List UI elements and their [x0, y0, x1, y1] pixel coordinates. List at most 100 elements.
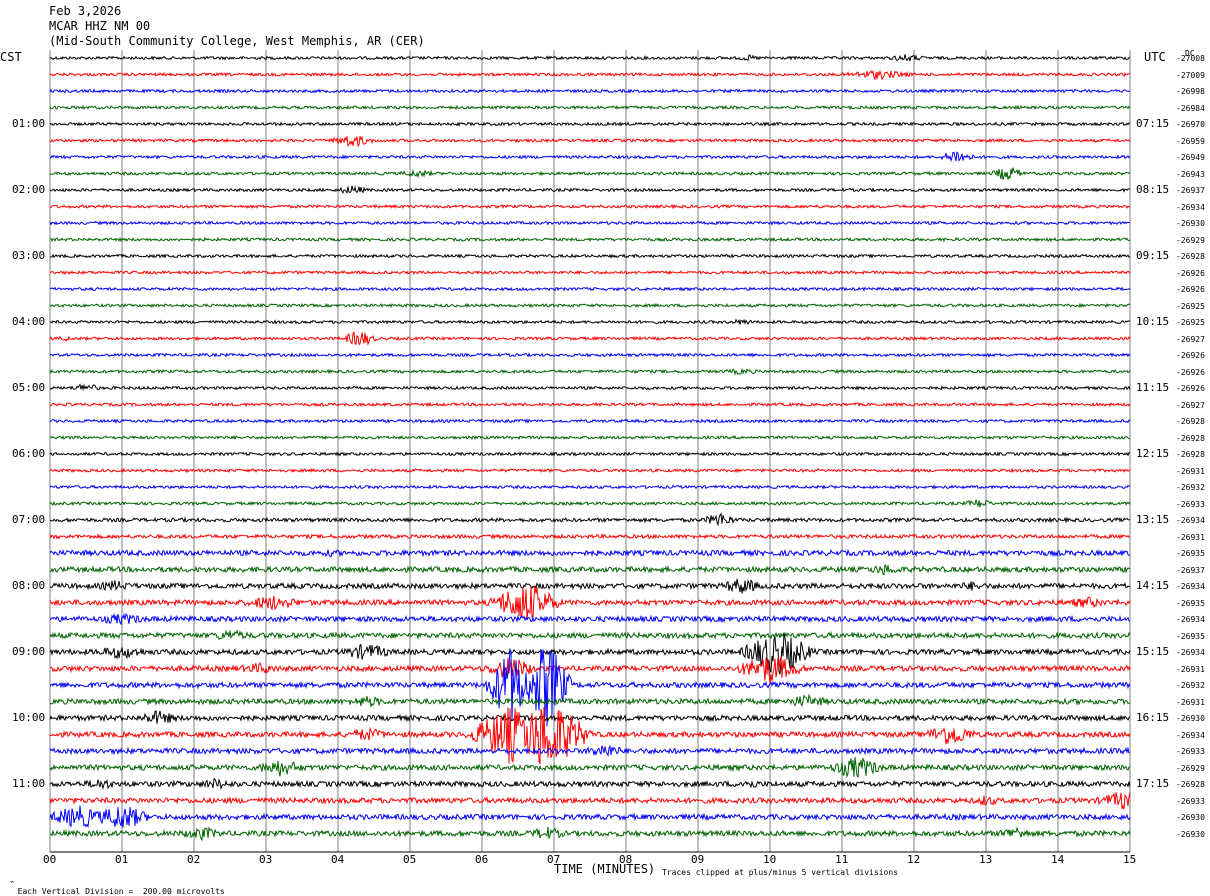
dc-offset-label: -26933: [1176, 747, 1205, 756]
x-tick-label: 01: [115, 853, 129, 866]
left-timezone-label: CST: [0, 50, 22, 64]
trace-line-24: [49, 434, 1131, 441]
trace-line-1: [49, 54, 1131, 62]
trace-line-40: [49, 693, 1131, 709]
trace-line-29: [50, 512, 1131, 527]
dc-offset-label: -26930: [1176, 829, 1205, 839]
cst-hour-label: 11:00: [12, 777, 46, 790]
dc-offset-label: -27008: [1176, 54, 1205, 63]
cst-hour-label: 07:00: [12, 513, 46, 526]
utc-hour-label: 11:15: [1136, 381, 1170, 394]
x-tick-label: 04: [331, 853, 345, 866]
trace-line-6: [49, 135, 1131, 147]
trace-line-45: [49, 777, 1131, 791]
dc-offset-label: -26934: [1176, 730, 1205, 740]
trace-line-5: [49, 121, 1131, 127]
dc-offset-label: -26933: [1176, 796, 1205, 806]
trace-line-10: [49, 203, 1131, 210]
cst-hour-label: 08:00: [12, 579, 46, 592]
cst-hour-label: 03:00: [12, 249, 46, 262]
utc-hour-label: 16:15: [1136, 711, 1170, 724]
dc-offset-label: -26928: [1176, 450, 1205, 459]
trace-line-13: [49, 253, 1131, 259]
trace-line-17: [49, 318, 1131, 325]
trace-line-23: [49, 418, 1131, 424]
x-tick-label: 09: [691, 853, 705, 866]
trace-line-2: [49, 69, 1131, 81]
x-tick-label: 05: [403, 853, 417, 866]
utc-hour-label: 10:15: [1136, 315, 1170, 328]
dc-offset-label: -26949: [1176, 153, 1205, 162]
cst-hour-label: 02:00: [12, 183, 46, 196]
dc-offset-label: -26927: [1176, 334, 1205, 344]
dc-offset-label: -26929: [1176, 763, 1205, 773]
utc-hour-label: 17:15: [1136, 777, 1170, 790]
dc-offset-label: -26931: [1176, 532, 1205, 542]
plot-date: Feb 3,2026: [49, 4, 122, 18]
trace-line-15: [49, 286, 1131, 292]
dc-offset-label: -27009: [1176, 70, 1205, 80]
dc-offset-label: -26930: [1176, 714, 1205, 723]
trace-line-8: [49, 167, 1131, 180]
trace-line-16: [49, 302, 1131, 309]
cst-hour-label: 06:00: [12, 447, 46, 460]
dc-offset-label: -26934: [1176, 516, 1205, 525]
dc-offset-label: -26930: [1176, 219, 1205, 228]
trace-line-38: [49, 656, 1131, 684]
dc-offset-label: -26934: [1176, 582, 1205, 591]
trace-line-30: [49, 533, 1131, 540]
trace-line-26: [49, 467, 1131, 474]
dc-offset-label: -26935: [1176, 598, 1205, 608]
station-location: (Mid-South Community College, West Memph…: [49, 34, 425, 48]
trace-line-14: [49, 269, 1131, 276]
dc-offset-label: -26926: [1176, 351, 1205, 360]
x-tick-label: 00: [43, 853, 57, 866]
dc-offset-label: -26984: [1176, 103, 1205, 113]
trace-line-27: [49, 484, 1131, 490]
scale-note: ⌁ Each Vertical Division = 200.00 microv…: [0, 868, 225, 896]
dc-offset-label: -26935: [1176, 549, 1205, 558]
cst-hour-label: 10:00: [12, 711, 46, 724]
x-tick-label: 06: [475, 853, 489, 866]
trace-line-18: [49, 330, 1131, 346]
dc-offset-label: -26927: [1176, 400, 1205, 410]
trace-line-12: [49, 236, 1131, 243]
dc-offset-label: -26934: [1176, 648, 1205, 657]
x-tick-label: 08: [619, 853, 633, 866]
trace-line-32: [49, 563, 1131, 576]
dc-offset-label: -26928: [1176, 433, 1205, 443]
dc-offset-label: -26934: [1176, 615, 1205, 624]
dc-offset-label: -26932: [1176, 483, 1205, 492]
trace-line-28: [49, 499, 1131, 508]
trace-line-11: [49, 220, 1131, 226]
scale-text: Each Vertical Division = 200.00 microvol…: [17, 887, 225, 896]
trace-line-47: [49, 805, 1131, 828]
trace-line-36: [49, 629, 1131, 641]
dc-offset-label: -26934: [1176, 202, 1205, 212]
utc-hour-label: 12:15: [1136, 447, 1170, 460]
dc-offset-label: -26935: [1176, 631, 1205, 641]
x-tick-label: 02: [187, 853, 201, 866]
trace-line-9: [49, 185, 1130, 195]
trace-line-41: [49, 710, 1131, 724]
dc-offset-label: -26937: [1176, 186, 1205, 195]
dc-offset-label: -26943: [1176, 169, 1205, 179]
utc-hour-label: 14:15: [1136, 579, 1170, 592]
x-tick-label: 11: [835, 853, 849, 866]
dc-offset-label: -26931: [1176, 466, 1205, 476]
cst-hour-label: 01:00: [12, 117, 46, 130]
x-tick-label: 03: [259, 853, 273, 866]
trace-line-46: [49, 792, 1131, 810]
dc-offset-label: -26937: [1176, 565, 1205, 575]
trace-line-19: [49, 352, 1131, 358]
dc-offset-label: -26929: [1176, 235, 1205, 245]
trace-line-44: [49, 757, 1131, 779]
dc-offset-label: -26928: [1176, 780, 1205, 789]
utc-hour-label: 09:15: [1136, 249, 1170, 262]
x-tick-label: 13: [979, 853, 993, 866]
x-tick-label: 07: [547, 853, 561, 866]
trace-line-35: [49, 612, 1131, 626]
utc-hour-label: 07:15: [1136, 117, 1170, 130]
trace-line-33: [49, 578, 1131, 594]
